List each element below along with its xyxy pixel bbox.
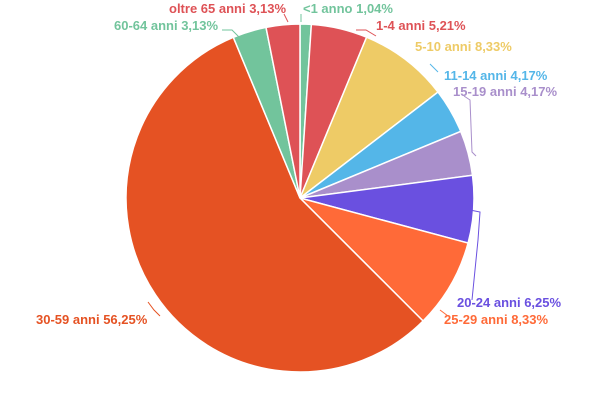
leader-line-1 bbox=[356, 29, 377, 37]
leader-line-4 bbox=[469, 209, 481, 301]
label-20-24: 20-24 anni 6,25% bbox=[457, 295, 561, 310]
leader-line-2 bbox=[429, 63, 439, 73]
label-11-14: 11-14 anni 4,17% bbox=[444, 68, 548, 83]
pie-slice-30-59-anni bbox=[125, 36, 425, 373]
leader-line-8 bbox=[283, 13, 289, 23]
label-30-59: 30-59 anni 56,25% bbox=[36, 312, 148, 327]
label-lt1: <1 anno 1,04% bbox=[303, 1, 393, 16]
label-1-4: 1-4 anni 5,21% bbox=[376, 18, 466, 33]
label-15-19: 15-19 anni 4,17% bbox=[453, 84, 557, 99]
pie-slice-5-10-anni bbox=[298, 36, 440, 201]
slice-labels: <1 anno 1,04% 1-4 anni 5,21% 5-10 anni 8… bbox=[36, 1, 561, 327]
leader-line-5 bbox=[439, 309, 449, 317]
leader-line-3 bbox=[463, 95, 477, 157]
leader-line-6 bbox=[147, 301, 161, 317]
label-oltre-65: oltre 65 anni 3,13% bbox=[169, 1, 286, 16]
pie-slice-oltre-65-anni bbox=[265, 23, 301, 199]
pie-slice-25-29-anni bbox=[297, 196, 469, 323]
label-25-29: 25-29 anni 8,33% bbox=[444, 312, 548, 327]
label-60-64: 60-64 anni 3,13% bbox=[114, 18, 218, 33]
label-5-10: 5-10 anni 8,33% bbox=[415, 39, 512, 54]
leader-line-7 bbox=[222, 29, 241, 39]
pie-slices bbox=[125, 23, 475, 373]
label-leader-lines bbox=[147, 13, 481, 317]
